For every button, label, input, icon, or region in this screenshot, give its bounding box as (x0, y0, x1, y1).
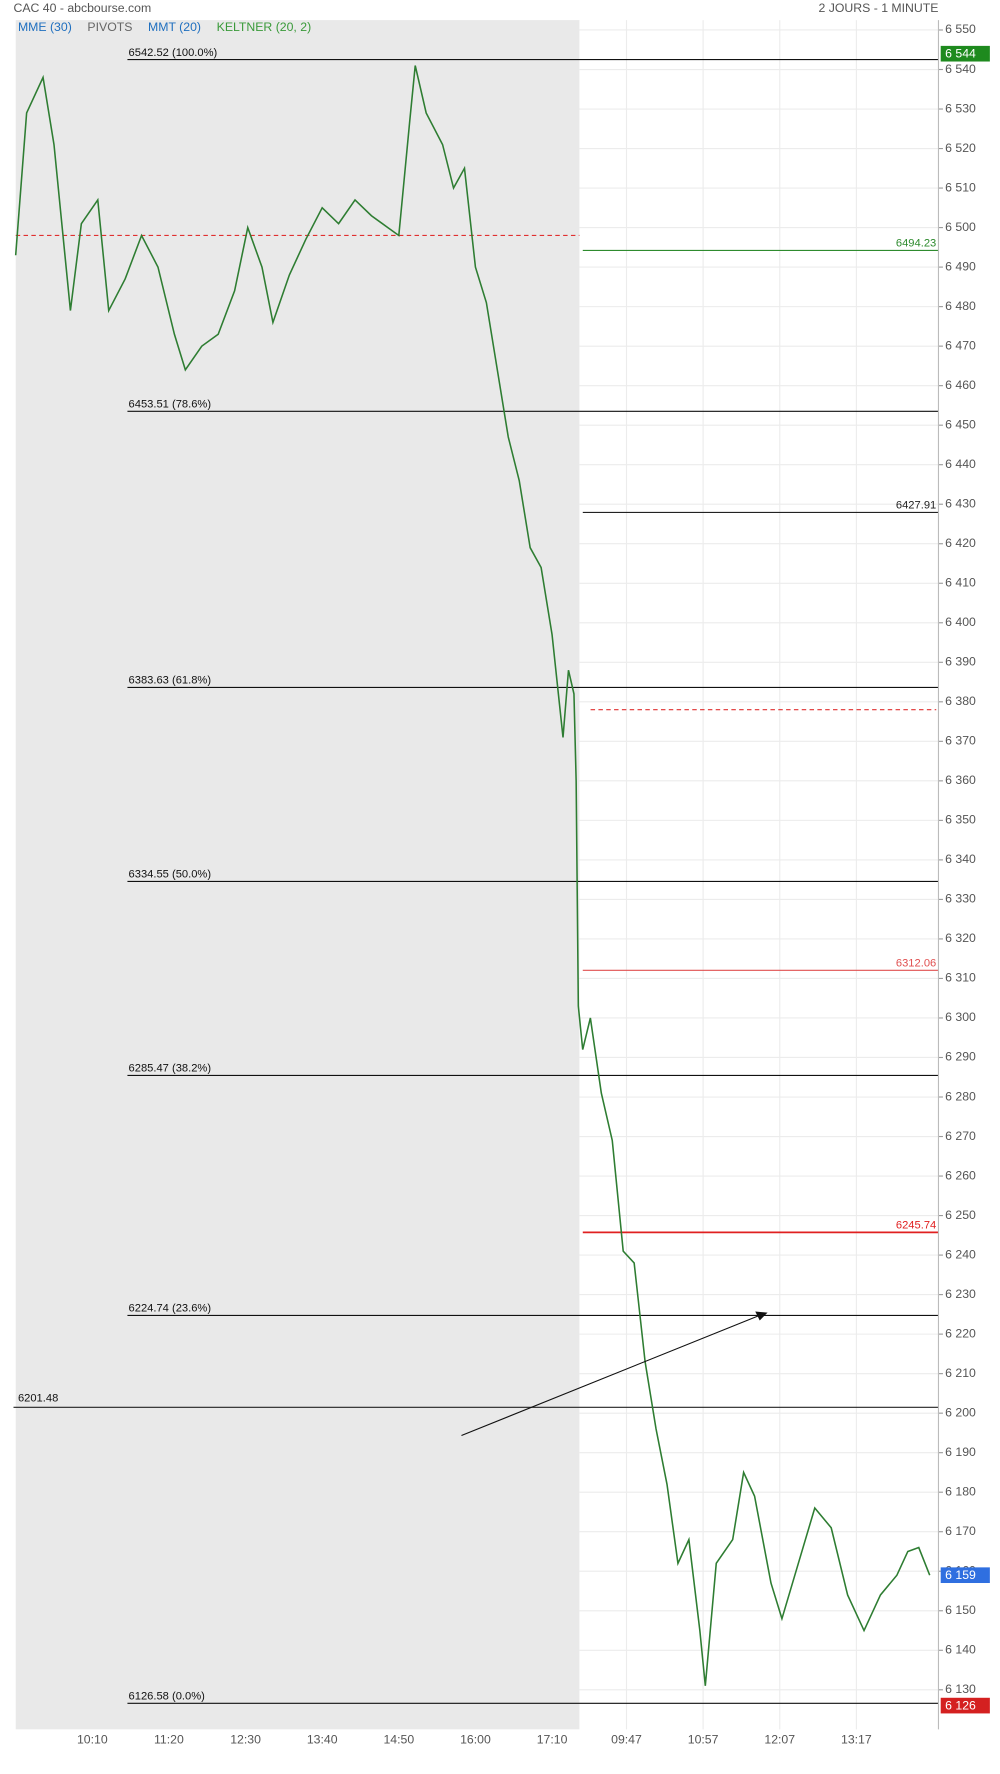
x-tick-label: 10:10 (77, 1733, 108, 1747)
price-badge-label: 6 159 (945, 1568, 976, 1582)
level-label: 6245.74 (896, 1220, 936, 1232)
price-line (14, 65, 931, 1686)
price-badge (940, 45, 990, 62)
x-tick-label: 13:17 (841, 1733, 872, 1747)
y-tick-label: 6 330 (945, 892, 976, 906)
x-tick-label: 13:40 (307, 1733, 338, 1747)
y-tick-label: 6 550 (945, 22, 976, 36)
chart-title: CAC 40 - abcbourse.com (13, 1, 151, 15)
plot (14, 65, 931, 1686)
y-tick-label: 6 140 (945, 1643, 976, 1657)
y-tick-label: 6 520 (945, 141, 976, 155)
fib-label: 6383.63 (61.8%) (129, 675, 212, 687)
y-tick-label: 6 410 (945, 576, 976, 590)
fib-label: 6334.55 (50.0%) (129, 869, 212, 881)
y-tick-label: 6 450 (945, 417, 976, 431)
price-badge (940, 1697, 990, 1714)
price-badge-label: 6 126 (945, 1698, 976, 1712)
x-tick-label: 14:50 (383, 1733, 414, 1747)
price-badge (940, 1567, 990, 1584)
y-tick-label: 6 420 (945, 536, 976, 550)
y-tick-label: 6 440 (945, 457, 976, 471)
y-tick-label: 6 400 (945, 615, 976, 629)
fib-label: 6224.74 (23.6%) (129, 1303, 212, 1315)
legend-entry: MME (30) (18, 20, 72, 34)
y-tick-label: 6 200 (945, 1405, 976, 1419)
x-tick-label: 12:30 (230, 1733, 261, 1747)
y-tick-label: 6 490 (945, 259, 976, 273)
y-tick-label: 6 530 (945, 101, 976, 115)
y-tick-label: 6 480 (945, 299, 976, 313)
y-tick-label: 6 280 (945, 1089, 976, 1103)
x-tick-label: 16:00 (460, 1733, 491, 1747)
level-label: 6427.91 (896, 500, 936, 512)
x-tick-label: 12:07 (764, 1733, 795, 1747)
y-tick-label: 6 540 (945, 62, 976, 76)
y-tick-label: 6 230 (945, 1287, 976, 1301)
x-tick-label: 09:47 (611, 1733, 642, 1747)
fib-label: 6126.58 (0.0%) (129, 1691, 206, 1703)
y-tick-label: 6 510 (945, 180, 976, 194)
y-tick-label: 6 310 (945, 971, 976, 985)
background (15, 20, 580, 1730)
y-tick-label: 6 260 (945, 1168, 976, 1182)
legend-entry: PIVOTS (87, 20, 132, 34)
x-tick-label: 11:20 (154, 1733, 184, 1747)
y-tick-label: 6 220 (945, 1326, 976, 1340)
levels: 6542.52 (100.0%) 6453.51 (78.6%) 6383.63 (… (13, 47, 939, 1704)
x-tick-label: 17:10 (537, 1733, 568, 1747)
y-tick-label: 6 170 (945, 1524, 976, 1538)
grid (579, 20, 939, 1730)
arrow-head (755, 1311, 768, 1321)
legend-entry: MMT (20) (148, 20, 201, 34)
legend-entry: KELTNER (20, 2) (217, 20, 312, 34)
arrow (461, 1314, 762, 1437)
y-tick-label: 6 430 (945, 496, 976, 510)
chart-subtitle: 2 JOURS - 1 MINUTE (819, 1, 939, 15)
axis: MME (30) PIVOTS MMT (20) KELTNER (20, 2) 6 1… (18, 20, 990, 1747)
x-tick-label: 10:57 (688, 1733, 719, 1747)
y-tick-label: 6 300 (945, 1010, 976, 1024)
previous-session (15, 20, 580, 1730)
fib-label: 6542.52 (100.0%) (129, 47, 218, 59)
support-label: 6201.48 (18, 1392, 58, 1404)
y-tick-label: 6 320 (945, 931, 976, 945)
y-tick-label: 6 470 (945, 338, 976, 352)
y-tick-label: 6 370 (945, 734, 976, 748)
y-tick-label: 6 350 (945, 813, 976, 827)
y-tick-label: 6 460 (945, 378, 976, 392)
y-tick-label: 6 210 (945, 1366, 976, 1380)
price-badge-label: 6 544 (945, 47, 976, 61)
y-tick-label: 6 380 (945, 694, 976, 708)
y-tick-label: 6 390 (945, 655, 976, 669)
y-tick-label: 6 250 (945, 1208, 976, 1222)
y-tick-label: 6 150 (945, 1603, 976, 1617)
fib-label: 6285.47 (38.2%) (129, 1063, 212, 1075)
level-label: 6494.23 (896, 238, 936, 250)
y-tick-label: 6 240 (945, 1247, 976, 1261)
y-tick-label: 6 180 (945, 1484, 976, 1498)
y-tick-label: 6 290 (945, 1050, 976, 1064)
y-tick-label: 6 190 (945, 1445, 976, 1459)
y-tick-label: 6 500 (945, 220, 976, 234)
y-tick-label: 6 130 (945, 1682, 976, 1696)
fib-label: 6453.51 (78.6%) (129, 399, 212, 411)
y-tick-label: 6 340 (945, 852, 976, 866)
level-label: 6312.06 (896, 958, 936, 970)
y-tick-label: 6 270 (945, 1129, 976, 1143)
y-tick-label: 6 360 (945, 773, 976, 787)
